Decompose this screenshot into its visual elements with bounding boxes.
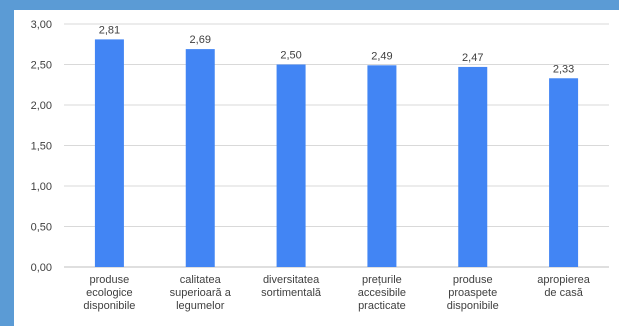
bar-chart: 0,00 0,50 1,00 1,50 2,00 2,50 3,00 2,81 2,69 2,5… <box>31 19 609 312</box>
category-label: prețurile accesibile practicate <box>358 274 406 312</box>
category-label-line: calitatea <box>180 274 222 286</box>
bar <box>367 65 397 267</box>
data-label: 2,33 <box>553 63 574 75</box>
y-tick-label: 3,00 <box>31 19 52 31</box>
category-label-line: superioară a <box>170 287 232 299</box>
category-label-line: legumelor <box>176 300 225 312</box>
bar <box>94 39 124 267</box>
y-tick-label: 0,00 <box>31 262 52 274</box>
category-label: produse proaspete disponibile <box>447 274 499 312</box>
y-tick-label: 1,00 <box>31 181 52 193</box>
category-label-line: sortimentală <box>261 287 322 299</box>
category-label: calitatea superioară a legumelor <box>170 274 232 312</box>
category-label-line: diversitatea <box>263 274 320 286</box>
bar <box>276 64 306 267</box>
bar <box>458 66 488 268</box>
chart-frame: 0,00 0,50 1,00 1,50 2,00 2,50 3,00 2,81 2,69 2,5… <box>14 10 619 326</box>
y-axis-ticks: 0,00 0,50 1,00 1,50 2,00 2,50 3,00 <box>31 19 52 274</box>
category-label-line: accesibile <box>358 287 406 299</box>
bar <box>185 49 215 267</box>
category-label-line: proaspete <box>448 287 497 299</box>
y-tick-label: 2,00 <box>31 100 52 112</box>
data-label: 2,81 <box>99 24 120 36</box>
category-label: produse ecologice disponibile <box>83 274 135 312</box>
y-tick-label: 1,50 <box>31 141 52 153</box>
gridlines <box>64 23 609 268</box>
category-label-line: de casă <box>544 287 583 299</box>
category-label-line: produse <box>90 274 130 286</box>
category-label-line: practicate <box>358 300 406 312</box>
category-label-line: produse <box>453 274 493 286</box>
data-label: 2,47 <box>462 52 483 64</box>
category-label-line: ecologice <box>86 287 132 299</box>
data-label: 2,69 <box>190 34 211 46</box>
category-label: apropierea de casă <box>537 274 590 299</box>
data-label: 2,50 <box>280 50 301 62</box>
category-label-line: apropierea <box>537 274 590 286</box>
y-tick-label: 0,50 <box>31 222 52 234</box>
y-tick-label: 2,50 <box>31 60 52 72</box>
bar <box>549 78 579 268</box>
category-label-line: prețurile <box>362 274 402 286</box>
category-label-line: disponibile <box>447 300 499 312</box>
bars <box>94 39 579 268</box>
category-label-line: disponibile <box>83 300 135 312</box>
data-labels: 2,81 2,69 2,50 2,49 2,47 2,33 <box>99 24 575 75</box>
category-label: diversitatea sortimentală <box>261 274 322 299</box>
data-label: 2,49 <box>371 50 392 62</box>
